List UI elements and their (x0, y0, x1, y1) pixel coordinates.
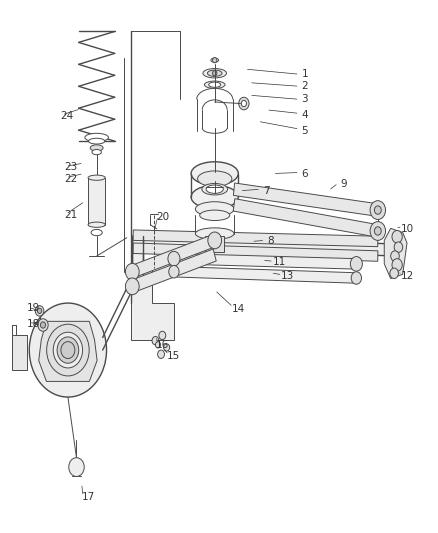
Polygon shape (133, 230, 378, 247)
Ellipse shape (202, 183, 228, 195)
Text: 22: 22 (64, 174, 78, 184)
Polygon shape (39, 321, 97, 382)
Circle shape (29, 303, 106, 397)
Circle shape (394, 242, 403, 253)
Circle shape (212, 58, 217, 63)
Ellipse shape (211, 58, 219, 62)
Circle shape (57, 337, 79, 363)
Circle shape (351, 272, 361, 284)
Text: 19: 19 (27, 303, 40, 313)
Circle shape (37, 308, 42, 313)
Text: 15: 15 (167, 351, 180, 361)
Text: 3: 3 (301, 94, 308, 104)
Circle shape (125, 278, 139, 295)
Ellipse shape (91, 229, 102, 236)
Text: 24: 24 (60, 111, 73, 121)
Circle shape (370, 222, 385, 240)
Ellipse shape (85, 133, 109, 142)
Circle shape (392, 259, 402, 271)
Circle shape (40, 322, 46, 328)
Ellipse shape (191, 185, 238, 209)
Text: 7: 7 (263, 186, 269, 196)
Circle shape (69, 458, 84, 477)
Ellipse shape (88, 138, 105, 144)
Polygon shape (132, 236, 143, 293)
Polygon shape (131, 266, 174, 340)
Circle shape (155, 342, 161, 348)
Circle shape (392, 230, 402, 243)
Circle shape (169, 265, 179, 278)
Ellipse shape (90, 145, 103, 151)
Circle shape (152, 336, 159, 345)
Circle shape (159, 332, 166, 340)
Ellipse shape (195, 201, 234, 216)
Text: 1: 1 (301, 69, 308, 79)
Text: 10: 10 (401, 224, 414, 234)
Polygon shape (384, 228, 407, 279)
Circle shape (53, 332, 83, 368)
Circle shape (35, 306, 44, 316)
Text: 5: 5 (301, 126, 308, 136)
Polygon shape (131, 249, 216, 292)
Text: 16: 16 (156, 340, 169, 350)
Circle shape (374, 206, 381, 214)
Circle shape (164, 344, 170, 351)
Text: 11: 11 (272, 257, 286, 268)
Circle shape (208, 232, 222, 249)
Polygon shape (174, 254, 357, 269)
Ellipse shape (92, 149, 101, 155)
Text: 8: 8 (267, 237, 274, 246)
Polygon shape (233, 183, 378, 216)
Circle shape (212, 71, 217, 76)
Ellipse shape (198, 171, 232, 187)
Circle shape (47, 324, 89, 376)
Circle shape (374, 227, 381, 235)
Polygon shape (233, 199, 378, 237)
Circle shape (239, 97, 249, 110)
Circle shape (390, 268, 399, 279)
Circle shape (168, 252, 180, 266)
Ellipse shape (191, 162, 238, 185)
Circle shape (38, 319, 48, 332)
Text: 4: 4 (301, 110, 308, 120)
Ellipse shape (88, 222, 105, 228)
Ellipse shape (195, 228, 234, 239)
Circle shape (391, 251, 399, 261)
Ellipse shape (88, 175, 105, 180)
Ellipse shape (208, 70, 222, 76)
Text: 20: 20 (157, 212, 170, 222)
Polygon shape (12, 335, 27, 370)
Ellipse shape (206, 185, 223, 193)
Polygon shape (174, 266, 357, 283)
Circle shape (350, 256, 362, 271)
Circle shape (125, 263, 139, 280)
Text: 6: 6 (301, 168, 308, 179)
Text: 21: 21 (64, 211, 78, 220)
Polygon shape (205, 236, 224, 252)
Polygon shape (132, 236, 399, 256)
Text: 14: 14 (232, 304, 245, 314)
Ellipse shape (203, 69, 226, 78)
Ellipse shape (208, 82, 221, 87)
Text: 18: 18 (27, 319, 40, 329)
Text: 9: 9 (340, 179, 347, 189)
Circle shape (370, 201, 385, 220)
Text: 17: 17 (81, 492, 95, 503)
Circle shape (61, 342, 75, 359)
Polygon shape (131, 235, 216, 278)
Text: 13: 13 (281, 271, 294, 281)
Ellipse shape (205, 81, 225, 88)
Polygon shape (88, 177, 105, 225)
Circle shape (241, 100, 247, 107)
Polygon shape (133, 243, 378, 261)
Text: 2: 2 (301, 82, 308, 91)
Ellipse shape (200, 210, 230, 221)
Circle shape (158, 350, 165, 358)
Text: 12: 12 (401, 271, 414, 281)
Text: 23: 23 (64, 162, 78, 172)
